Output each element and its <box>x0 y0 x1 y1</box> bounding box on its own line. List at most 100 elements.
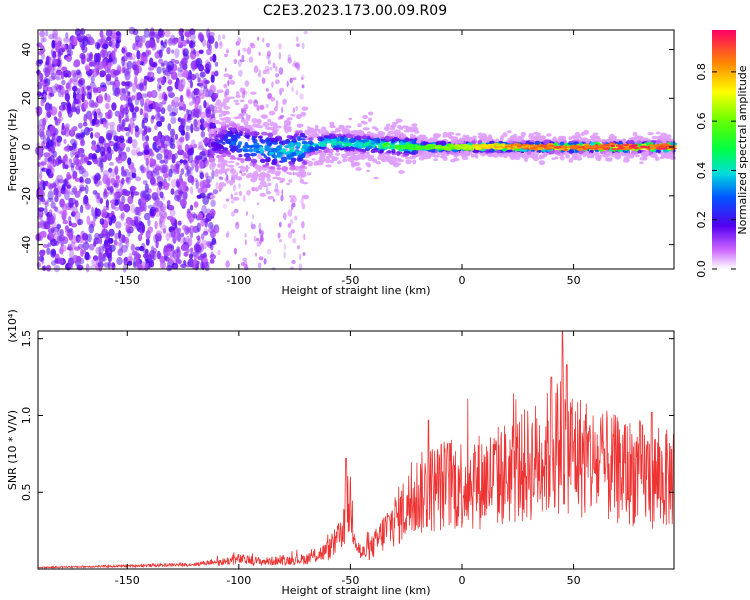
noise-speckle <box>94 132 101 139</box>
noise-speckle <box>82 121 88 127</box>
ridge-cell <box>553 142 559 148</box>
ridge-cell <box>365 145 373 150</box>
noise-speckle <box>194 88 201 99</box>
noise-speckle <box>63 178 68 187</box>
noise-speckle <box>117 248 123 257</box>
noise-speckle <box>84 184 89 195</box>
ridge-cell <box>229 144 234 149</box>
spectrogram-y-tick-label: -40 <box>20 236 33 254</box>
noise-speckle <box>47 197 54 202</box>
ridge-cell <box>287 127 292 133</box>
noise-speckle <box>82 241 90 251</box>
noise-speckle <box>71 211 76 217</box>
ridge-cell <box>250 158 258 164</box>
noise-speckle <box>101 228 109 237</box>
ridge-cell <box>298 130 303 134</box>
noise-speckle <box>92 85 99 96</box>
noise-speckle <box>168 257 174 264</box>
noise-speckle <box>167 104 173 112</box>
noise-speckle <box>161 164 168 173</box>
noise-speckle <box>131 95 136 101</box>
noise-speckle <box>44 102 51 112</box>
ridge-cell <box>245 116 251 122</box>
ridge-cell <box>455 133 461 136</box>
ridge-core <box>394 146 401 150</box>
noise-speckle <box>147 71 151 79</box>
noise-speckle <box>119 242 124 251</box>
ridge-cell <box>457 152 462 156</box>
ridge-cell <box>246 136 250 139</box>
noise-speckle <box>168 168 173 178</box>
ridge-cell <box>579 137 584 142</box>
noise-speckle <box>200 219 205 227</box>
noise-speckle <box>156 153 163 161</box>
noise-speckle <box>208 31 215 38</box>
spectrogram-x-tick-label: 50 <box>567 274 581 287</box>
ridge-cell <box>218 182 227 188</box>
ridge-cell <box>630 136 638 140</box>
ridge-cell <box>215 134 223 138</box>
noise-speckle <box>193 126 200 132</box>
noise-speckle <box>272 62 276 69</box>
ridge-core <box>456 147 461 150</box>
ridge-cell <box>228 123 233 126</box>
ridge-cell <box>221 126 226 130</box>
noise-speckle <box>59 198 65 208</box>
noise-speckle <box>149 152 155 157</box>
noise-speckle <box>64 127 71 137</box>
ridge-core <box>520 145 527 149</box>
noise-speckle <box>76 69 81 76</box>
ridge-cell <box>400 133 407 139</box>
ridge-cell <box>266 170 272 173</box>
noise-speckle <box>170 116 177 124</box>
noise-speckle <box>171 99 176 107</box>
noise-speckle <box>266 177 272 182</box>
noise-speckle <box>56 209 63 214</box>
noise-speckle <box>88 243 95 251</box>
ridge-core <box>560 145 569 148</box>
ridge-cell <box>254 145 260 149</box>
ridge-cell <box>531 154 539 160</box>
ridge-core <box>399 144 407 148</box>
noise-speckle <box>73 90 77 101</box>
ridge-cell <box>286 138 290 142</box>
ridge-cell <box>254 164 259 169</box>
noise-speckle <box>209 258 215 264</box>
ridge-core <box>610 144 616 148</box>
noise-speckle <box>138 35 143 43</box>
ridge-cell <box>243 153 251 158</box>
ridge-core <box>572 145 577 149</box>
ridge-core <box>406 147 415 150</box>
ridge-cell <box>554 149 561 155</box>
noise-speckle <box>145 135 150 142</box>
noise-speckle <box>141 224 146 233</box>
ridge-cell <box>595 135 601 140</box>
ridge-cell <box>288 195 296 198</box>
noise-speckle <box>158 28 163 38</box>
noise-speckle <box>166 85 173 92</box>
noise-speckle <box>97 42 101 49</box>
noise-speckle <box>121 234 126 244</box>
ridge-cell <box>405 159 412 165</box>
noise-speckle <box>184 30 191 38</box>
noise-speckle <box>127 157 132 166</box>
ridge-cell <box>428 139 434 143</box>
noise-speckle <box>147 66 155 71</box>
noise-speckle <box>159 215 164 224</box>
noise-speckle <box>108 161 115 166</box>
noise-speckle <box>245 211 249 216</box>
noise-speckle <box>264 65 270 72</box>
noise-speckle <box>159 164 166 174</box>
noise-speckle <box>132 112 137 122</box>
spectrogram-x-tick-label: 0 <box>459 274 466 287</box>
noise-speckle <box>186 208 191 214</box>
ridge-cell <box>365 151 370 155</box>
ridge-cell <box>418 156 425 161</box>
noise-speckle <box>289 77 293 84</box>
ridge-cell <box>253 102 258 108</box>
noise-speckle <box>174 133 178 140</box>
noise-speckle <box>195 57 203 68</box>
noise-speckle <box>204 149 209 155</box>
noise-speckle <box>91 140 97 146</box>
noise-speckle <box>125 228 133 233</box>
